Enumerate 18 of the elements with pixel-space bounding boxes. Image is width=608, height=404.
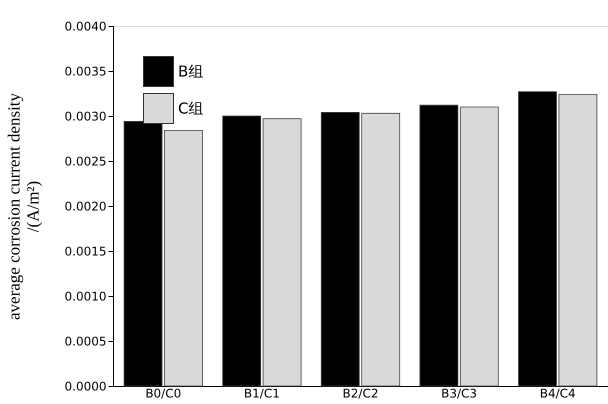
- y-tick-label: 0.0000: [64, 380, 106, 394]
- x-tick-label: B2/C2: [342, 386, 378, 400]
- x-tick-label: B3/C3: [441, 386, 478, 400]
- y-tick-label: 0.0025: [64, 154, 106, 168]
- y-tick-label: 0.0020: [64, 200, 106, 214]
- legend-label: C组: [178, 100, 204, 118]
- x-tick-label: B0/C0: [145, 386, 182, 400]
- y-tick-label: 0.0010: [64, 290, 106, 304]
- y-tick-label: 0.0035: [64, 64, 106, 78]
- y-axis-title: average corrosion current density /(A/m²): [4, 92, 43, 320]
- y-tick-label: 0.0015: [64, 244, 106, 258]
- y-tick-label: 0.0030: [64, 110, 106, 124]
- y-tick-label: 0.0005: [64, 334, 106, 348]
- bar: [361, 112, 400, 386]
- x-tick-label: B4/C4: [540, 386, 576, 400]
- legend-label: B组: [178, 62, 204, 80]
- y-tick-label: 0.0040: [64, 20, 106, 34]
- x-tick-label: B1/C1: [244, 386, 280, 400]
